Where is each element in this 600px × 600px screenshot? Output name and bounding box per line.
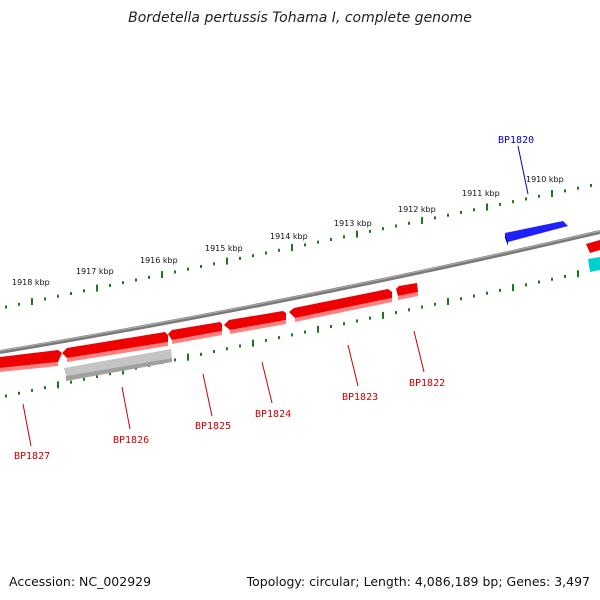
gene-label-bp1823[interactable]: BP1823 — [342, 392, 378, 403]
leader-bp1825 — [202, 373, 213, 417]
scale-label: 1911 kbp — [462, 189, 500, 198]
leader-bp1820 — [517, 145, 529, 195]
map-title: Bordetella pertussis Tohama I, complete … — [128, 10, 472, 26]
gene-arrow-bp1820[interactable] — [505, 221, 568, 246]
gene-arrow-bp1822[interactable] — [396, 283, 418, 300]
gene-label-bp1820[interactable]: BP1820 — [498, 135, 534, 146]
gene-arrow-cyan[interactable] — [588, 257, 600, 272]
leader-bp1823 — [347, 344, 359, 387]
genome-backbone-highlight — [0, 230, 600, 352]
gene-arrow-bp1826-red[interactable] — [62, 332, 168, 362]
gene-label-bp1825[interactable]: BP1825 — [195, 421, 231, 432]
gene-arrow-bp1824[interactable] — [224, 311, 286, 334]
gene-arrow-bp1827[interactable] — [0, 350, 62, 372]
gene-arrow-red-edge[interactable] — [586, 240, 600, 253]
outer-tick-ring — [5, 183, 592, 309]
leader-bp1826 — [121, 386, 131, 430]
scale-label: 1913 kbp — [334, 219, 372, 228]
accession-text: Accession: NC_002929 — [9, 574, 152, 589]
gene-arrows — [0, 221, 600, 381]
scale-label: 1910 kbp — [526, 175, 564, 184]
gene-label-bp1824[interactable]: BP1824 — [255, 409, 291, 420]
leader-bp1827 — [22, 403, 32, 447]
gene-arrow-bp1826-gray[interactable] — [64, 349, 172, 381]
leader-bp1824 — [261, 361, 273, 404]
gene-labels: BP1820 BP1822 BP1823 BP1824 BP1825 BP182… — [14, 135, 534, 462]
scale-labels: 1918 kbp 1917 kbp 1916 kbp 1915 kbp 1914 kbp… — [12, 175, 564, 287]
genome-backbone — [0, 230, 600, 354]
gene-arrow-bp1823[interactable] — [289, 289, 392, 322]
gene-label-bp1827[interactable]: BP1827 — [14, 451, 50, 462]
genome-summary-text: Topology: circular; Length: 4,086,189 bp… — [246, 574, 590, 589]
gene-arrow-bp1825[interactable] — [168, 322, 222, 344]
scale-label: 1912 kbp — [398, 205, 436, 214]
scale-label: 1915 kbp — [205, 244, 243, 253]
scale-label: 1914 kbp — [270, 232, 308, 241]
inner-tick-ring — [5, 270, 579, 398]
scale-label: 1916 kbp — [140, 256, 178, 265]
gene-label-bp1822[interactable]: BP1822 — [409, 378, 445, 389]
leader-bp1822 — [413, 330, 425, 373]
gene-label-bp1826[interactable]: BP1826 — [113, 435, 149, 446]
scale-label: 1917 kbp — [76, 267, 114, 276]
scale-label: 1918 kbp — [12, 278, 50, 287]
